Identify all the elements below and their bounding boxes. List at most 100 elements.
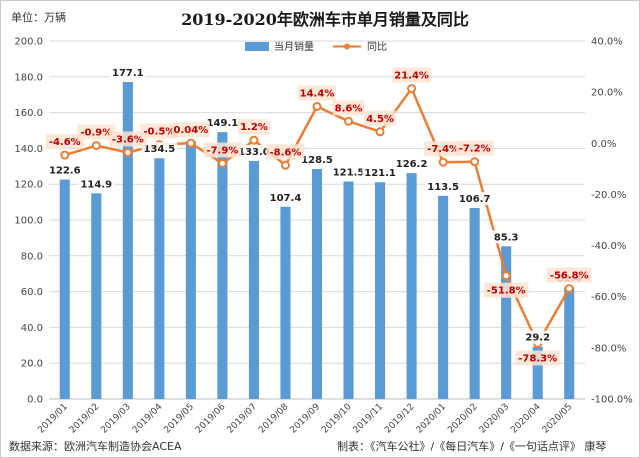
line-value-label: -0.9% — [80, 128, 112, 139]
line-marker — [186, 138, 196, 148]
x-tick-label: 2019/07 — [226, 402, 260, 436]
bar — [59, 179, 70, 399]
line-label-bg — [203, 142, 242, 158]
data-labels: 122.6 114.9 177.1 134.5 149.1 133.0 107.4 128.5… — [45, 65, 592, 366]
line-marker — [344, 116, 354, 126]
y-right-tick: -40.0% — [591, 241, 626, 252]
line-value-label: -4.6% — [49, 137, 81, 148]
bar-label-bg — [47, 163, 83, 177]
line-value-label: 0.04% — [174, 125, 209, 136]
line-label-bg — [364, 110, 396, 126]
line-value-label: -8.6% — [270, 147, 302, 158]
line-label-bg — [140, 123, 179, 139]
bar-label-bg — [141, 142, 178, 156]
line-marker — [564, 284, 574, 294]
line-value-label: -7.9% — [206, 145, 238, 156]
y-left-tick: 160.0 — [14, 108, 43, 119]
line-label-bg — [108, 131, 147, 147]
footer-credit: 制表：《汽车公社》/《每日汽车》/《一句话点评》 康琴 — [337, 439, 606, 453]
x-tick-label: 2020/01 — [415, 402, 449, 436]
bar-value-label: 106.7 — [459, 194, 491, 205]
line-label-bg — [332, 100, 365, 116]
line-label-bg — [171, 122, 210, 138]
legend-swatch-marker — [344, 43, 350, 50]
footer-source: 数据来源：欧洲汽车制造协会ACEA — [9, 439, 182, 453]
bar-value-label: 114.9 — [80, 179, 112, 190]
line-label-bg — [45, 134, 84, 150]
y-left-tick: 140.0 — [14, 144, 43, 155]
line-label-bg — [547, 267, 592, 283]
x-tick-label: 2019/03 — [99, 402, 133, 436]
y-left-tick: 60.0 — [21, 287, 43, 298]
y-left-tick: 80.0 — [21, 251, 43, 262]
y-right-tick: 40.0% — [591, 37, 623, 48]
bar — [375, 182, 386, 399]
x-tick-label: 2020/04 — [509, 402, 543, 436]
x-tick-label: 2019/01 — [36, 402, 70, 436]
bar-value-label: 113.5 — [427, 182, 459, 193]
bar-value-label: 121.1 — [364, 168, 396, 179]
y-left-tick: 100.0 — [14, 216, 43, 227]
y-left-tick: 120.0 — [14, 180, 43, 191]
chart-title: 2019-2020年欧洲车市单月销量及同比 — [181, 10, 469, 29]
line-label-bg — [298, 85, 336, 101]
x-tick-label: 2019/10 — [320, 402, 354, 436]
y-right-tick: 0.0% — [591, 139, 616, 150]
bar-value-label: 134.5 — [144, 144, 176, 155]
line-label-bg — [77, 124, 116, 140]
bar-label-bg — [330, 165, 367, 179]
x-tick-label: 2019/11 — [352, 402, 386, 436]
line-label-bg — [515, 350, 560, 366]
y-left-tick: 200.0 — [14, 37, 43, 48]
line-marker — [249, 135, 259, 145]
bar-value-label: 149.1 — [207, 118, 239, 129]
x-tick-label: 2020/03 — [478, 402, 512, 436]
bar — [311, 168, 323, 399]
bar — [501, 246, 512, 399]
bar — [248, 160, 259, 399]
line-marker — [407, 84, 417, 94]
y-left-tick: 180.0 — [14, 72, 43, 83]
line-marker — [470, 157, 480, 167]
line-value-label: -0.5% — [143, 127, 175, 138]
bar — [343, 181, 354, 399]
line-marker — [312, 101, 322, 111]
x-tick-label: 2019/05 — [162, 402, 196, 436]
bar — [91, 193, 102, 399]
line-marker — [123, 147, 133, 157]
bar — [280, 206, 291, 399]
bar-label-bg — [110, 65, 146, 79]
line-label-bg — [424, 141, 463, 157]
legend-label-line: 同比 — [367, 41, 387, 53]
bar-value-label: 128.5 — [301, 155, 333, 166]
bar-label-bg — [362, 166, 398, 180]
unit-label: 单位：万辆 — [11, 10, 66, 24]
line-value-label: -56.8% — [550, 271, 589, 282]
line-value-label: 14.4% — [300, 88, 335, 99]
bar — [406, 173, 417, 399]
bar-value-label: 29.2 — [525, 333, 550, 344]
bar — [185, 141, 196, 400]
x-tick-label: 2020/02 — [446, 402, 480, 436]
bar-label-bg — [456, 192, 493, 206]
line-value-label: -78.3% — [518, 354, 557, 365]
line-marker — [501, 271, 511, 281]
legend: 当月销量 同比 — [245, 40, 387, 53]
y-right-tick: -60.0% — [591, 292, 626, 303]
line-marker — [217, 158, 227, 168]
x-tick-label: 2019/06 — [194, 402, 228, 436]
bar-series — [59, 81, 575, 400]
line-marker — [375, 127, 385, 137]
bar-label-bg — [78, 177, 115, 191]
line-label-bg — [483, 282, 529, 298]
line-value-label: -7.4% — [427, 144, 459, 155]
x-tick-label: 2019/12 — [383, 402, 417, 436]
y-left-tick: 20.0 — [21, 359, 43, 370]
line-value-label: 4.5% — [366, 114, 394, 125]
bar-label-bg — [523, 330, 553, 344]
bar — [564, 287, 575, 399]
y-left-tick: 40.0 — [21, 323, 43, 334]
bar-label-bg — [267, 190, 304, 204]
line-value-label: 1.2% — [240, 122, 268, 133]
